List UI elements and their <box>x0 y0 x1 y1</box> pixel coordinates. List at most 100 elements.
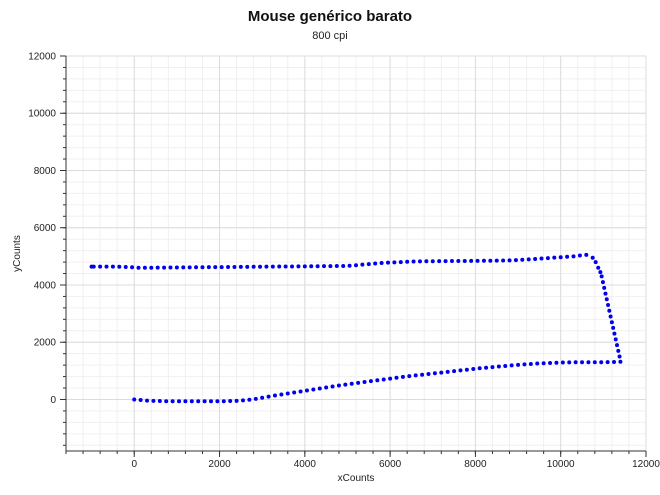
x-tick-label: 8000 <box>464 459 487 470</box>
data-point <box>613 337 618 342</box>
y-axis-title: yCounts <box>12 235 23 272</box>
data-point <box>541 361 546 366</box>
data-point <box>155 265 160 270</box>
data-point <box>554 360 559 365</box>
data-point <box>292 390 297 395</box>
data-point <box>437 259 442 264</box>
data-point <box>232 264 237 269</box>
data-point <box>200 265 205 270</box>
data-point <box>349 381 354 386</box>
data-point <box>545 256 550 261</box>
data-point <box>612 359 617 364</box>
data-point <box>593 260 598 265</box>
data-point <box>548 360 553 365</box>
data-point <box>552 255 557 260</box>
data-point <box>309 264 314 269</box>
data-point <box>494 258 499 263</box>
data-point <box>417 259 422 264</box>
data-point <box>388 376 393 381</box>
chart-title: Mouse genérico barato <box>247 8 413 25</box>
data-point <box>221 399 226 404</box>
data-point <box>602 285 607 290</box>
data-point <box>539 256 544 261</box>
data-point <box>296 264 301 269</box>
data-point <box>452 369 457 374</box>
data-point <box>590 255 595 260</box>
data-point <box>445 369 450 374</box>
data-point <box>577 253 582 258</box>
x-tick-label: 4000 <box>294 459 317 470</box>
data-point <box>379 260 384 265</box>
data-point <box>580 360 585 365</box>
data-point <box>322 264 327 269</box>
data-point <box>420 372 425 377</box>
data-point <box>385 260 390 265</box>
data-point <box>584 252 589 257</box>
data-point <box>104 264 109 269</box>
data-point <box>411 259 416 264</box>
data-point <box>573 360 578 365</box>
data-point <box>302 264 307 269</box>
points-layer <box>89 252 623 404</box>
data-point <box>343 382 348 387</box>
data-point <box>394 375 399 380</box>
data-point <box>611 325 616 330</box>
data-point <box>145 398 150 403</box>
data-point <box>484 365 489 370</box>
data-point <box>240 398 245 403</box>
data-point <box>354 263 358 268</box>
y-tick-label: 6000 <box>34 223 57 234</box>
data-point <box>605 360 610 365</box>
x-tick-label: 10000 <box>547 459 575 470</box>
data-point <box>509 363 514 368</box>
data-point <box>598 270 603 275</box>
data-point <box>266 394 271 399</box>
data-point <box>136 265 141 270</box>
grid-layer <box>65 55 647 451</box>
x-tick-label: 12000 <box>632 459 660 470</box>
data-point <box>501 258 506 263</box>
data-point <box>206 265 211 270</box>
data-point <box>177 399 182 404</box>
y-tick-label: 2000 <box>34 338 57 349</box>
data-point <box>615 343 619 348</box>
data-point <box>162 265 167 270</box>
data-point <box>471 366 476 371</box>
data-point <box>317 386 322 391</box>
data-point <box>462 258 467 263</box>
data-point <box>490 365 495 370</box>
data-point <box>609 320 614 325</box>
data-point <box>138 398 143 403</box>
data-point <box>298 389 303 394</box>
data-point <box>260 395 265 400</box>
x-axis-title: xCounts <box>338 473 375 484</box>
data-point <box>110 264 115 269</box>
data-point <box>132 397 137 402</box>
data-point <box>219 265 224 270</box>
y-tick-label: 4000 <box>34 280 57 291</box>
data-point <box>324 385 329 390</box>
data-point <box>608 314 613 319</box>
data-point <box>522 362 527 367</box>
data-point <box>430 259 435 264</box>
data-point <box>458 368 463 373</box>
y-tick-label: 10000 <box>28 109 56 120</box>
data-point <box>612 331 617 336</box>
data-point <box>513 258 518 263</box>
data-point <box>149 265 154 270</box>
data-point <box>413 373 418 378</box>
data-point <box>392 260 397 265</box>
data-point <box>174 265 179 270</box>
data-point <box>565 254 570 259</box>
data-point <box>571 254 576 259</box>
data-point <box>617 354 622 359</box>
data-point <box>596 265 601 270</box>
data-point <box>117 264 122 269</box>
data-point <box>311 387 316 392</box>
data-point <box>183 399 188 404</box>
data-point <box>202 399 207 404</box>
data-point <box>251 264 256 269</box>
data-point <box>381 377 386 382</box>
